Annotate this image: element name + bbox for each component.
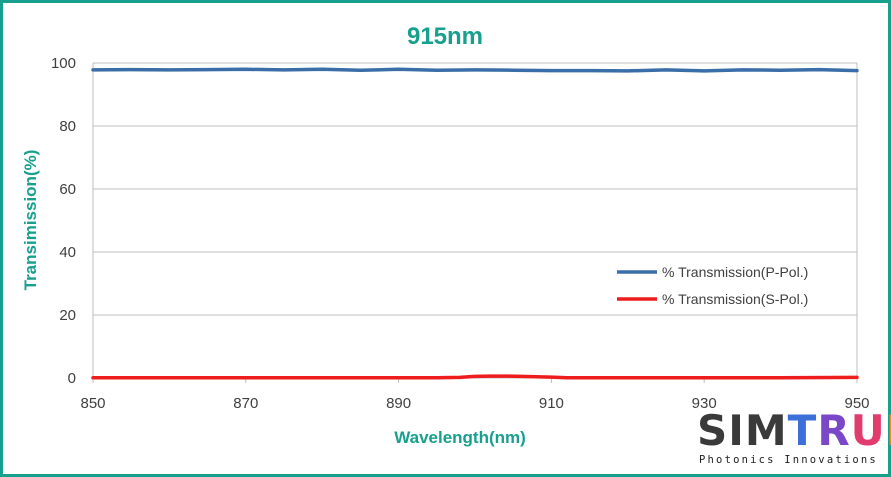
chart-title: 915nm (407, 23, 483, 50)
x-axis-label: Wavelength(nm) (394, 428, 526, 447)
simtrum-logo: SIMTRUM Photonics Innovations (693, 408, 891, 470)
series-line-1 (91, 374, 859, 380)
y-tick-label: 0 (68, 370, 76, 387)
series-lines (91, 67, 859, 380)
logo-letter-m: M (886, 406, 891, 455)
logo-letter-u: U (850, 406, 886, 455)
y-axis-label: Transimission(%) (21, 150, 40, 291)
y-tick-label: 100 (51, 55, 76, 72)
legend-label-1: % Transmission(S-Pol.) (662, 291, 808, 307)
logo-wordmark: SIMTRUM (697, 408, 891, 454)
legend: % Transmission(P-Pol.) % Transmission(S-P… (617, 264, 808, 307)
x-tick-label: 910 (539, 395, 564, 412)
x-tick-label: 950 (844, 395, 869, 412)
y-tick-label: 60 (59, 181, 76, 198)
logo-tagline: Photonics Innovations (699, 454, 878, 466)
x-tick-labels: 850 870 890 910 930 950 (80, 378, 870, 412)
y-tick-label: 20 (59, 307, 76, 324)
x-tick-label: 890 (386, 395, 411, 412)
grid-lines (92, 62, 858, 379)
y-tick-label: 40 (59, 244, 76, 261)
logo-letter-t: T (787, 406, 818, 455)
x-tick-label: 930 (692, 395, 717, 412)
x-tick-label: 870 (233, 395, 258, 412)
logo-text-sim: SIM (697, 406, 788, 455)
logo-letter-r: R (817, 406, 851, 455)
series-line-0 (91, 67, 859, 73)
y-tick-label: 80 (59, 118, 76, 135)
legend-label-0: % Transmission(P-Pol.) (662, 264, 808, 280)
x-tick-label: 850 (80, 395, 105, 412)
y-tick-labels: 0 20 40 60 80 100 (51, 55, 76, 387)
